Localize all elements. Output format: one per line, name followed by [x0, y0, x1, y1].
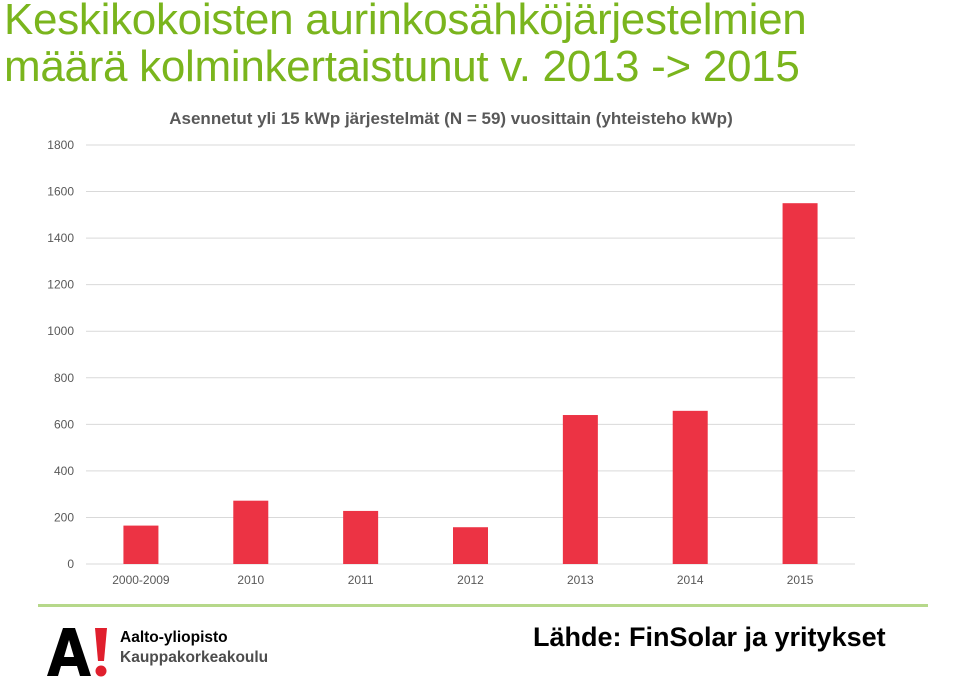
y-tick-label: 0	[67, 557, 74, 571]
y-tick-label: 1000	[47, 324, 74, 338]
slide-title: Keskikokoisten aurinkosähköjärjestelmien…	[4, 0, 960, 90]
x-axis-ticks: 2000-2009 2010 2011 2012 2013 2014 2015	[112, 573, 814, 587]
bar	[672, 410, 708, 564]
source-note: Lähde: FinSolar ja yritykset	[533, 622, 886, 652]
logo-line-2: Kauppakorkeakoulu	[120, 649, 269, 666]
y-tick-label: 1400	[47, 231, 74, 245]
bar	[562, 415, 598, 564]
x-tick-label: 2013	[567, 573, 594, 587]
y-tick-label: 1600	[47, 185, 74, 199]
aalto-logo-text: Aalto-yliopisto Kauppakorkeakoulu	[120, 628, 268, 668]
slide-title-line-2: määrä kolminkertaistunut v. 2013 -> 2015	[4, 42, 800, 91]
bar	[782, 203, 818, 564]
x-tick-label: 2010	[237, 573, 264, 587]
aalto-logo-mark	[47, 628, 107, 677]
x-tick-label: 2015	[787, 573, 814, 587]
x-tick-label: 2012	[457, 573, 484, 587]
bar	[123, 525, 159, 564]
x-tick-label: 2011	[348, 573, 374, 587]
y-tick-label: 1800	[47, 138, 74, 152]
chart-bars	[123, 203, 818, 564]
slide-title-line-1: Keskikokoisten aurinkosähköjärjestelmien	[4, 0, 807, 44]
aalto-logo: Aalto-yliopisto Kauppakorkeakoulu	[46, 626, 286, 678]
chart-title: Asennetut yli 15 kWp järjestelmät (N = 5…	[169, 109, 732, 128]
footer-divider	[38, 604, 928, 607]
bar	[233, 500, 269, 564]
x-tick-label: 2000-2009	[112, 573, 170, 587]
y-tick-label: 600	[54, 417, 74, 431]
bar-chart: Asennetut yli 15 kWp järjestelmät (N = 5…	[47, 109, 855, 587]
logo-line-1: Aalto-yliopisto	[120, 629, 228, 646]
y-tick-label: 800	[54, 371, 74, 385]
chart-gridlines	[86, 144, 855, 565]
y-tick-label: 200	[54, 510, 74, 524]
x-tick-label: 2014	[677, 573, 704, 587]
bar	[453, 527, 488, 564]
bar	[343, 510, 379, 564]
y-tick-label: 1200	[47, 278, 74, 292]
y-tick-label: 400	[54, 464, 74, 478]
y-axis-ticks: 0 200 400 600 800 1000 1200 1400 1600 1800	[47, 138, 74, 571]
